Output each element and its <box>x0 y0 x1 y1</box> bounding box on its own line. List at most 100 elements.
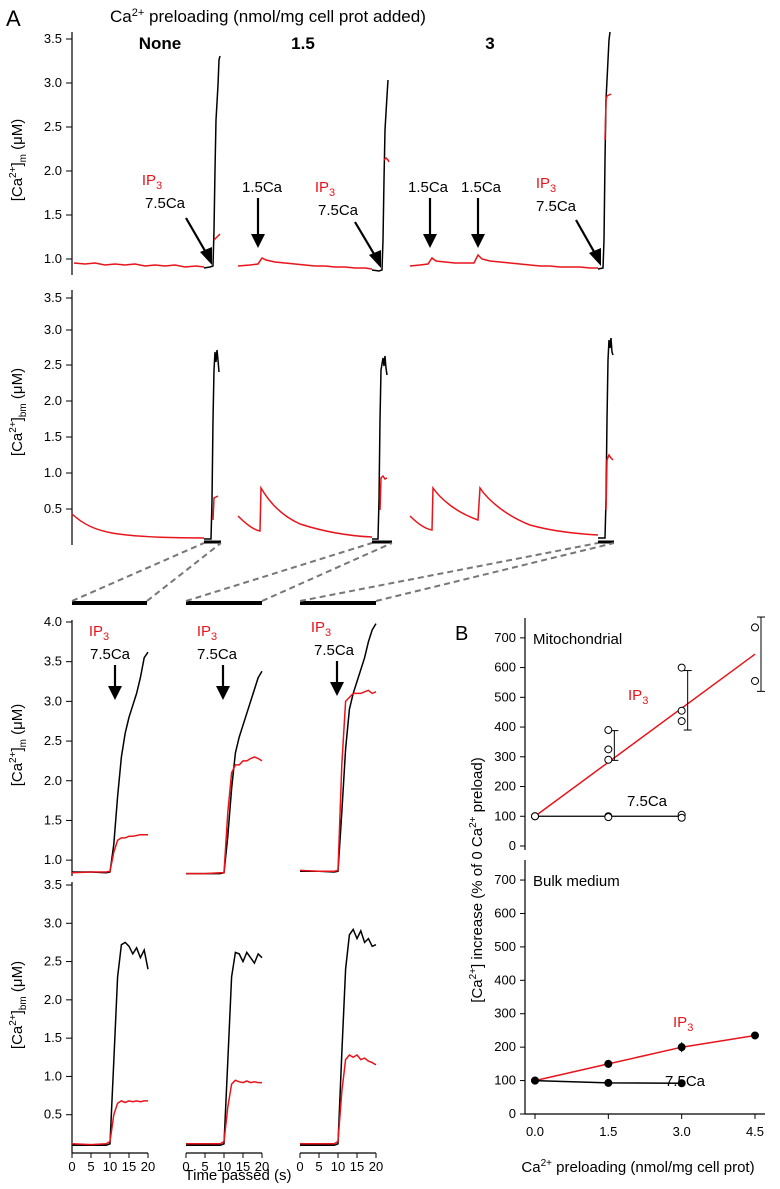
y-tick-label: 3.5 <box>44 31 62 46</box>
y-tick-label: 500 <box>494 939 516 954</box>
y-tick-label: 3.0 <box>44 75 62 90</box>
b-x-axis-label: Ca2+ preloading (nmol/mg cell prot) <box>521 1158 754 1176</box>
trace-ip3-sub2 <box>300 1054 377 1145</box>
x-tick-label: 3.0 <box>673 1124 691 1139</box>
y-axis-label: [Ca2+]bm (μM) <box>8 961 29 1049</box>
y-tick-label: 1.0 <box>44 465 62 480</box>
arrowhead-icon <box>216 686 230 700</box>
x-tick-label: 10 <box>331 1159 345 1174</box>
point-ip3 <box>604 745 613 754</box>
trace-bulk-ip3-1-5 <box>237 485 373 538</box>
b-mito-panel: Mitochondrial 0 100 200 300 400 500 600 700 IP3… <box>494 616 765 853</box>
x-tick-label: 10 <box>217 1159 231 1174</box>
condition-label-1-5: 1.5 <box>291 34 315 53</box>
trace-ip3-sub2 <box>299 689 377 872</box>
trace-ip3-none <box>73 262 205 268</box>
y-axis-label: [Ca2+]bm (μM) <box>8 368 29 456</box>
y-tick-label: 400 <box>494 972 516 987</box>
arrow-7-5ca <box>354 221 378 260</box>
y-tick-label: 1.5 <box>44 429 62 444</box>
trace-bulk-ip3-none-after <box>212 495 219 521</box>
label-7-5ca: 7.5Ca <box>536 198 577 215</box>
point-7-5ca <box>531 1076 539 1085</box>
trace-ip3-sub0 <box>71 1100 148 1146</box>
label-7-5ca: 7.5Ca <box>90 646 131 663</box>
y-ticks-group: 0.5 1.0 1.5 2.0 2.5 3.0 3.5 <box>44 877 72 1122</box>
y-tick-label: 3.0 <box>44 915 62 930</box>
panel-a-label: A <box>6 6 21 31</box>
y-tick-label: 0 <box>509 838 516 853</box>
arrowhead-icon <box>423 234 437 248</box>
ticks-group: 0 100 200 300 400 500 600 700 0.0 1.5 3.0 4.5 <box>494 872 764 1139</box>
point-ip3 <box>751 676 759 685</box>
y-tick-label: 2.5 <box>44 733 62 748</box>
condition-label-none: None <box>139 34 182 53</box>
x-tick-label: 1.5 <box>599 1124 617 1139</box>
point-7-5ca <box>677 1079 686 1088</box>
y-tick-label: 3.5 <box>44 877 62 892</box>
y-tick-label: 300 <box>494 1006 516 1021</box>
x-axes-group: 0 5 10 15 20 0 5 10 15 20 0 5 10 15 20 <box>68 1152 383 1174</box>
y-tick-label: 700 <box>494 872 516 887</box>
y-tick-label: 700 <box>494 630 516 645</box>
zoom-line <box>185 542 373 602</box>
trace-ip3-3 <box>409 253 598 269</box>
y-tick-label: 1.5 <box>44 1030 62 1045</box>
traces-group <box>71 927 377 1147</box>
trace-bulk-ip3-3-after <box>605 453 614 511</box>
y-tick-label: 1.0 <box>44 251 62 266</box>
zoom-line <box>299 542 599 602</box>
y-tick-label: 600 <box>494 905 516 920</box>
point-ip3 <box>604 755 613 764</box>
label-7-5ca: 7.5Ca <box>314 642 355 659</box>
zoom-connectors <box>71 542 615 605</box>
point-ip3 <box>677 1043 686 1052</box>
trace-ip3-7-5ca-sub2 <box>300 623 377 873</box>
trace-ip3-7-5ca-sub0 <box>72 651 149 874</box>
y-tick-label: 3.5 <box>44 290 62 305</box>
arrowhead-icon <box>471 234 485 248</box>
y-tick-label: 2.0 <box>44 773 62 788</box>
trace-bulk-ca75-none <box>204 349 220 540</box>
trace-ip3-7-5ca-sub0 <box>72 941 149 1147</box>
marks-group <box>531 1031 759 1088</box>
y-tick-label: 200 <box>494 1039 516 1054</box>
y-tick-label: 3.0 <box>44 322 62 337</box>
point-7-5ca <box>531 812 539 821</box>
label-ip3: IP3 <box>315 179 335 199</box>
label-1-5ca: 1.5Ca <box>461 179 502 196</box>
y-tick-label: 500 <box>494 689 516 704</box>
trace-ip3-sub1 <box>186 756 263 875</box>
y-tick-label: 400 <box>494 719 516 734</box>
label-7-5ca: 7.5Ca <box>145 195 186 212</box>
y-tick-label: 200 <box>494 779 516 794</box>
trace-ca75-3 <box>597 31 611 270</box>
y-axis-label: [Ca2+]m (μM) <box>8 119 29 202</box>
label-7-5ca: 7.5Ca <box>665 1073 706 1090</box>
x-tick-label: 0 <box>296 1159 303 1174</box>
y-tick-label: 2.5 <box>44 357 62 372</box>
y-tick-label: 100 <box>494 1073 516 1088</box>
a-bottom-bulk-panel: [Ca2+]bm (μM) 0.51.01.52.02.53.03.5 0 5 10… <box>8 877 383 1184</box>
y-tick-label: 1.0 <box>44 1068 62 1083</box>
y-tick-label: 1.0 <box>44 852 62 867</box>
x-tick-label: 0.0 <box>526 1124 544 1139</box>
x-tick-label: 15 <box>236 1159 250 1174</box>
trace-bulk-ca75-1-5 <box>372 355 388 540</box>
x-tick-label: 20 <box>141 1159 155 1174</box>
trace-ip3-sub0 <box>71 833 148 874</box>
y-tick-label: 0 <box>509 1106 516 1121</box>
label-7-5ca: 7.5Ca <box>318 202 359 219</box>
label-7-5ca: 7.5Ca <box>627 793 668 810</box>
point-ip3 <box>677 706 686 715</box>
label-7-5ca: 7.5Ca <box>197 646 238 663</box>
label-1-5ca: 1.5Ca <box>242 179 283 196</box>
y-tick-label: 0.5 <box>44 1107 62 1122</box>
arrowhead-icon <box>589 248 601 266</box>
label-ip3: IP3 <box>311 619 331 639</box>
trace-ip3-7-5ca-sub2 <box>300 927 377 1147</box>
x-tick-label: 5 <box>201 1159 208 1174</box>
zoom-line <box>71 542 205 602</box>
trace-bulk-ip3-3 <box>409 485 599 536</box>
